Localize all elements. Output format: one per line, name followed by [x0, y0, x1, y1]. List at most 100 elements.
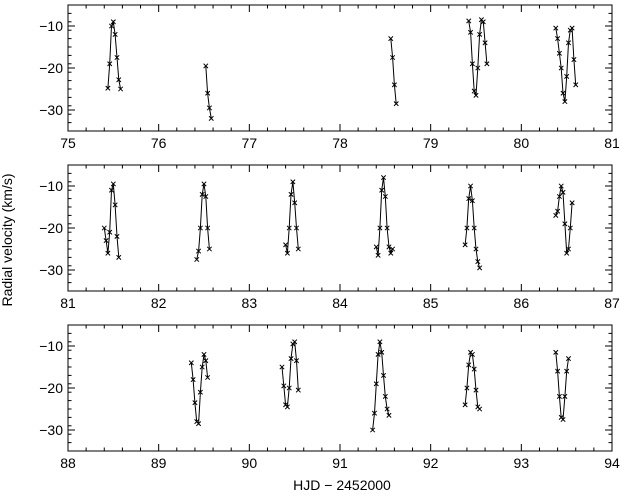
- data-point-marker: [388, 36, 394, 42]
- series-line-segment: [103, 183, 120, 258]
- data-point-marker: [477, 31, 483, 37]
- data-point-marker: [553, 212, 559, 218]
- data-point-marker: [473, 92, 479, 98]
- data-point-marker: [197, 389, 203, 395]
- series-line-segment: [464, 185, 481, 269]
- data-point-marker: [569, 200, 575, 206]
- data-point-marker: [466, 18, 472, 24]
- data-point-marker: [462, 242, 468, 248]
- data-point-marker: [206, 105, 212, 111]
- y-axis-label: Radial velocity (km/s): [0, 173, 15, 306]
- y-tick-label: −30: [39, 102, 63, 118]
- x-tick-label: 81: [604, 135, 620, 151]
- data-point-marker: [464, 225, 470, 231]
- x-tick-label: 93: [514, 455, 530, 471]
- panel-frame: [67, 4, 613, 132]
- data-point-marker: [197, 225, 203, 231]
- data-point-marker: [573, 82, 579, 88]
- data-point-marker: [466, 196, 472, 202]
- data-point-marker: [562, 99, 568, 105]
- data-point-marker: [565, 356, 572, 362]
- data-point-marker: [103, 238, 109, 244]
- data-point-marker: [284, 404, 290, 410]
- data-point-marker: [199, 364, 205, 370]
- data-point-marker: [558, 183, 564, 189]
- x-tick-label: 78: [332, 135, 348, 151]
- data-point-marker: [116, 254, 122, 260]
- data-point-marker: [556, 393, 562, 399]
- x-tick-label: 92: [423, 455, 439, 471]
- data-point-marker: [203, 358, 209, 364]
- data-point-marker: [553, 25, 559, 31]
- data-point-marker: [473, 246, 479, 252]
- data-point-marker: [571, 57, 577, 63]
- series-line-segment: [281, 340, 299, 409]
- data-point-marker: [556, 193, 562, 200]
- x-tick-label: 85: [423, 295, 439, 311]
- data-point-marker: [469, 61, 475, 67]
- x-tick-label: 86: [514, 295, 530, 311]
- y-tick-label: −10: [39, 178, 63, 194]
- data-point-marker: [112, 31, 118, 37]
- series-line-segment: [285, 181, 299, 254]
- data-point-marker: [373, 244, 379, 250]
- data-point-marker: [196, 248, 202, 254]
- data-point-marker: [281, 383, 287, 389]
- data-point-marker: [190, 377, 196, 383]
- data-point-marker: [569, 25, 575, 31]
- data-point-marker: [371, 410, 378, 416]
- data-point-marker: [388, 250, 394, 256]
- y-tick-label: −10: [39, 338, 63, 354]
- series-line-segment: [390, 38, 397, 104]
- data-point-marker: [293, 225, 300, 231]
- data-point-marker: [469, 198, 475, 204]
- data-point-marker: [484, 61, 490, 67]
- data-point-marker: [380, 372, 387, 378]
- data-point-marker: [105, 250, 111, 256]
- data-point-marker: [565, 246, 572, 252]
- data-point-marker: [473, 387, 479, 393]
- data-point-marker: [290, 179, 296, 185]
- data-point-marker: [279, 364, 285, 370]
- data-point-marker: [482, 40, 488, 46]
- data-point-marker: [382, 193, 388, 200]
- data-point-marker: [377, 339, 383, 345]
- data-point-marker: [194, 256, 200, 263]
- series-line-segment: [464, 351, 480, 410]
- x-tick-label: 88: [60, 455, 76, 471]
- x-tick-label: 82: [151, 295, 167, 311]
- data-point-marker: [295, 246, 301, 252]
- y-tick-label: −20: [39, 380, 63, 396]
- series-line-segment: [107, 19, 122, 90]
- data-point-marker: [468, 183, 474, 189]
- x-tick-label: 94: [604, 455, 620, 471]
- data-point-marker: [382, 393, 388, 399]
- data-point-marker: [293, 358, 300, 364]
- data-point-marker: [114, 54, 120, 61]
- data-point-marker: [480, 19, 486, 25]
- x-axis-label: HJD − 2452000: [293, 477, 391, 493]
- data-point-marker: [201, 351, 207, 357]
- data-point-marker: [110, 181, 116, 187]
- data-point-marker: [377, 225, 383, 231]
- data-point-marker: [386, 244, 392, 250]
- x-tick-label: 80: [514, 135, 530, 151]
- data-point-marker: [292, 200, 298, 206]
- data-point-marker: [105, 85, 111, 91]
- data-point-marker: [555, 208, 561, 214]
- panel-frame: [67, 324, 613, 452]
- data-point-marker: [379, 187, 385, 193]
- data-point-marker: [386, 412, 392, 418]
- series-line-segment: [205, 65, 212, 119]
- data-point-marker: [475, 65, 481, 71]
- data-point-marker: [295, 387, 301, 393]
- y-tick-label: −30: [39, 422, 63, 438]
- data-point-marker: [390, 54, 396, 61]
- data-point-marker: [108, 23, 115, 29]
- data-point-marker: [203, 193, 209, 200]
- data-point-marker: [292, 339, 298, 345]
- data-point-marker: [286, 385, 292, 391]
- data-point-marker: [565, 40, 572, 46]
- series-line-segment: [555, 26, 577, 102]
- data-point-marker: [567, 225, 573, 231]
